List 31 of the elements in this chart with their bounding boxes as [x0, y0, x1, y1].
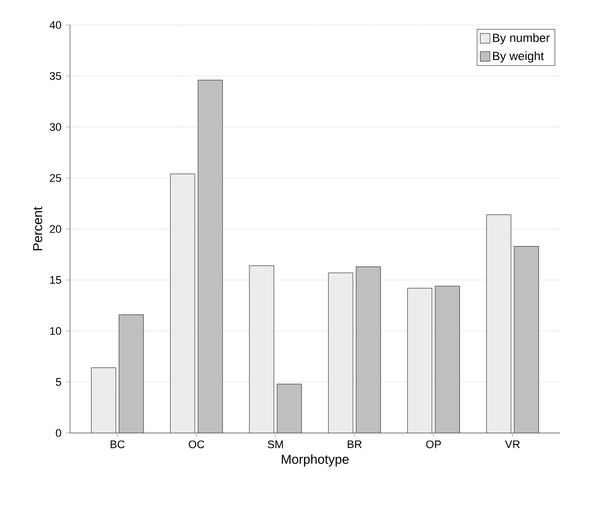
bar	[356, 266, 381, 433]
y-tick-label: 25	[50, 174, 62, 182]
bar	[277, 384, 302, 433]
y-tick-label: 30	[50, 123, 62, 131]
x-tick-label: VR	[505, 440, 520, 448]
x-tick-label: OP	[426, 440, 441, 448]
bar	[407, 288, 432, 433]
x-axis-title: Morphotype	[282, 454, 349, 466]
bar	[170, 174, 195, 433]
bar	[486, 214, 512, 433]
bar	[249, 266, 274, 433]
x-tick-label: SM	[268, 440, 283, 448]
x-tick-label: OC	[188, 440, 204, 448]
y-axis-title: Percent	[33, 206, 42, 250]
bar	[91, 368, 116, 433]
y-tick-label: 5	[56, 378, 62, 386]
bar	[328, 272, 353, 433]
y-tick-label: 35	[50, 72, 62, 80]
bar	[119, 314, 144, 433]
y-tick-label: 40	[50, 21, 62, 29]
y-tick-label: 10	[50, 327, 62, 335]
bar	[514, 246, 539, 433]
y-tick-label: 15	[50, 276, 62, 284]
y-tick-label: 0	[56, 429, 62, 437]
legend-label: By weight	[493, 51, 544, 63]
y-tick-label: 20	[50, 225, 62, 233]
x-tick-label: BC	[110, 440, 125, 448]
x-tick-label: BR	[348, 440, 362, 448]
bar	[198, 80, 223, 433]
legend-label: By number	[493, 33, 550, 44]
bar	[435, 286, 460, 433]
